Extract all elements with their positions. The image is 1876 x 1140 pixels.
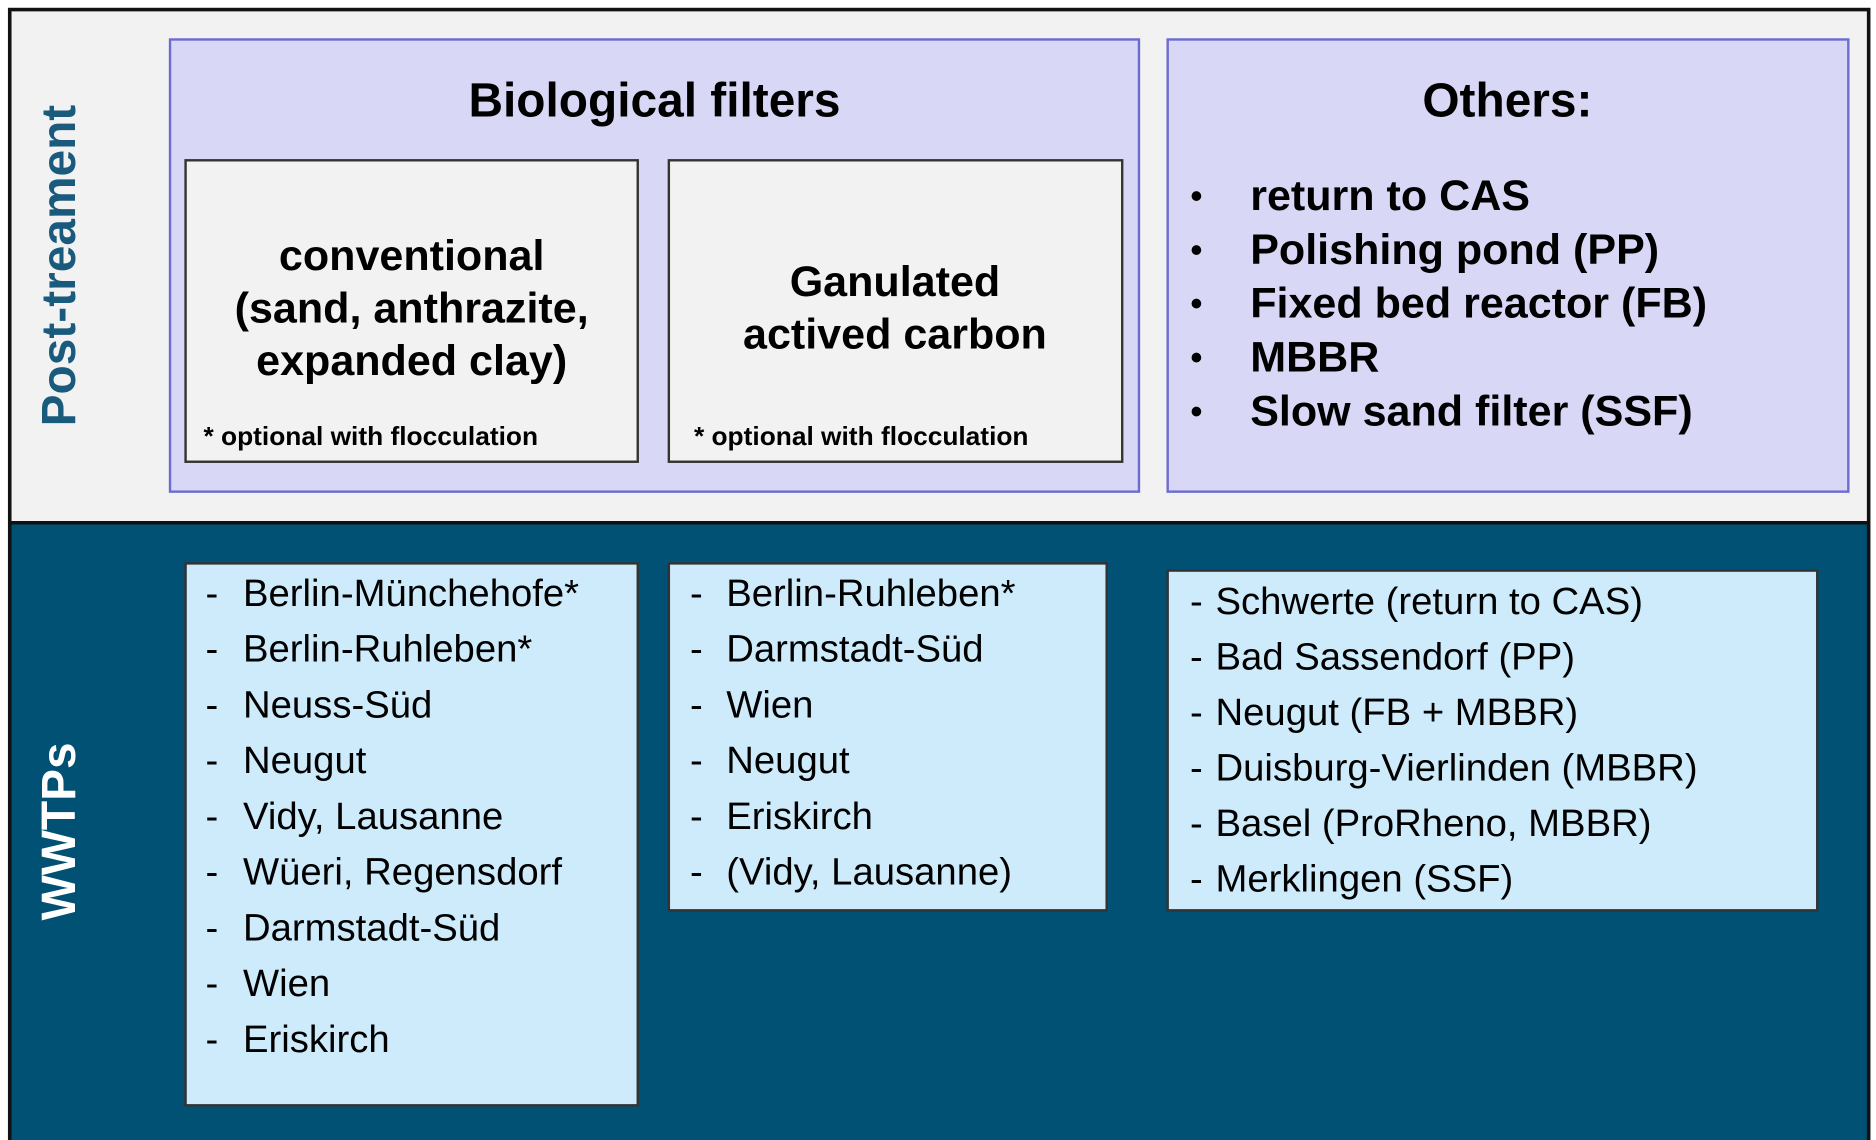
dash: - bbox=[690, 795, 703, 838]
dash: - bbox=[1190, 858, 1203, 901]
dash: - bbox=[206, 851, 219, 894]
wwtp-item: Vidy, Lausanne bbox=[243, 795, 503, 838]
dash: - bbox=[206, 795, 219, 838]
dash: - bbox=[1190, 691, 1203, 734]
wwtp-item: Duisburg-Vierlinden (MBBR) bbox=[1216, 747, 1698, 790]
wwtp-item: Wien bbox=[726, 683, 813, 726]
wwtp-box bbox=[1166, 569, 1819, 912]
filter-box bbox=[184, 159, 639, 463]
wwtp-item: Eriskirch bbox=[726, 795, 873, 838]
filter-label: actived carbon bbox=[743, 311, 1047, 359]
wwtp-item: Neuss-Süd bbox=[243, 683, 432, 726]
filter-label: conventional bbox=[279, 232, 545, 280]
dash: - bbox=[206, 683, 219, 726]
wwtp-item: (Vidy, Lausanne) bbox=[726, 851, 1012, 894]
wwtp-box bbox=[667, 562, 1108, 912]
bullet: • bbox=[1190, 338, 1203, 378]
section-label: WWTPs bbox=[33, 742, 86, 920]
wwtp-item: Neugut bbox=[726, 739, 850, 782]
dash: - bbox=[690, 739, 703, 782]
dash: - bbox=[1190, 802, 1203, 845]
wwtp-item: Neugut (FB + MBBR) bbox=[1216, 691, 1579, 734]
dash: - bbox=[690, 851, 703, 894]
dash: - bbox=[1190, 580, 1203, 623]
bullet: • bbox=[1190, 176, 1203, 216]
section-label: Post-treament bbox=[33, 105, 86, 427]
others-title: Others: bbox=[1422, 75, 1592, 128]
others-item: Fixed bed reactor (FB) bbox=[1250, 280, 1707, 328]
wwtp-item: Eriskirch bbox=[243, 1018, 390, 1061]
wwtp-item: Bad Sassendorf (PP) bbox=[1216, 636, 1575, 679]
dash: - bbox=[206, 572, 219, 615]
others-item: return to CAS bbox=[1250, 172, 1530, 220]
bullet: • bbox=[1190, 284, 1203, 324]
outer-border bbox=[7, 7, 1871, 1140]
filter-label: (sand, anthrazite, bbox=[235, 284, 589, 332]
bullet: • bbox=[1190, 391, 1203, 431]
wwtp-item: Wien bbox=[243, 962, 330, 1005]
filter-box bbox=[667, 159, 1124, 463]
dash: - bbox=[690, 683, 703, 726]
wwtp-item: Neugut bbox=[243, 739, 367, 782]
dash: - bbox=[1190, 747, 1203, 790]
wwtp-item: Basel (ProRheno, MBBR) bbox=[1216, 802, 1652, 845]
dash: - bbox=[690, 572, 703, 615]
others-item: Slow sand filter (SSF) bbox=[1250, 387, 1692, 435]
filter-note: * optional with flocculation bbox=[694, 421, 1029, 451]
bullet: • bbox=[1190, 230, 1203, 270]
wwtp-item: Berlin-Münchehofe* bbox=[243, 572, 579, 615]
wwtp-box bbox=[184, 562, 639, 1107]
wwtp-item: Merklingen (SSF) bbox=[1216, 858, 1514, 901]
wwtp-item: Berlin-Ruhleben* bbox=[243, 628, 532, 671]
dash: - bbox=[206, 906, 219, 949]
dash: - bbox=[206, 739, 219, 782]
dash: - bbox=[206, 962, 219, 1005]
wwtp-item: Darmstadt-Süd bbox=[726, 628, 983, 671]
filter-label: expanded clay) bbox=[256, 337, 567, 385]
wwtp-item: Wüeri, Regensdorf bbox=[243, 851, 562, 894]
dash: - bbox=[206, 628, 219, 671]
others-item: Polishing pond (PP) bbox=[1250, 226, 1659, 274]
wwtp-item: Schwerte (return to CAS) bbox=[1216, 580, 1643, 623]
others-item: MBBR bbox=[1250, 333, 1379, 381]
filter-note: * optional with flocculation bbox=[204, 421, 539, 451]
filter-label: Ganulated bbox=[790, 258, 1000, 306]
dash: - bbox=[690, 628, 703, 671]
wwtp-item: Darmstadt-Süd bbox=[243, 906, 500, 949]
bio-filters-title: Biological filters bbox=[468, 75, 840, 128]
wwtp-item: Berlin-Ruhleben* bbox=[726, 572, 1015, 615]
dash: - bbox=[206, 1018, 219, 1061]
dash: - bbox=[1190, 636, 1203, 679]
others-box bbox=[1166, 38, 1850, 493]
